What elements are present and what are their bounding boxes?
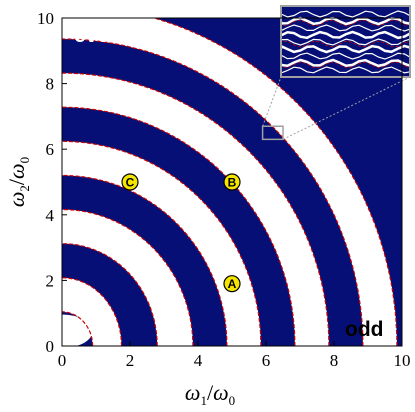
marker-a: A — [223, 275, 241, 293]
y-tick-label: 4 — [46, 206, 55, 225]
markers: A B C — [121, 173, 241, 293]
boundary-curve-5 — [62, 140, 262, 346]
x-tick-label: 4 — [194, 351, 203, 370]
plot-frame — [61, 17, 403, 347]
boundary-curve-8 — [62, 38, 364, 346]
svg-text:C: C — [126, 176, 135, 190]
y-tick-label: 10 — [37, 9, 54, 28]
boundary-curve-0 — [62, 311, 94, 346]
x-tick-label: 8 — [330, 351, 339, 370]
x-axis-label: ω1/ω0 — [185, 380, 235, 408]
x-tick-label: 2 — [126, 351, 135, 370]
boundary-curve-3 — [62, 209, 194, 346]
svg-text:B: B — [228, 176, 237, 190]
svg-text:A: A — [228, 277, 237, 291]
y-tick-label: 2 — [46, 271, 55, 290]
parity-boundaries — [62, 18, 398, 346]
boundary-curve-1 — [62, 277, 123, 346]
x-tick-label: 0 — [58, 351, 67, 370]
zoom-guides — [261, 76, 411, 141]
x-tick-label: 6 — [262, 351, 271, 370]
x-tick-label: 10 — [394, 351, 411, 370]
marker-b: B — [223, 173, 241, 191]
boundary-curve-2 — [62, 243, 158, 346]
x-axis-ticks: 0 2 4 6 8 10 — [58, 341, 411, 370]
y-axis-label: ω2/ω0 — [4, 157, 32, 207]
y-axis-ticks: 0 2 4 6 8 10 — [37, 9, 67, 356]
region-label-even: even — [74, 24, 122, 47]
zoom-inset — [280, 5, 411, 78]
y-tick-label: 0 — [46, 337, 55, 356]
y-tick-label: 8 — [46, 75, 55, 94]
marker-c: C — [121, 173, 139, 191]
boundary-curve-4 — [62, 174, 228, 346]
boundary-curve-9 — [151, 18, 398, 346]
boundary-curve-7 — [62, 72, 330, 346]
y-tick-label: 6 — [46, 140, 55, 159]
origin-lobe — [62, 314, 93, 346]
region-label-odd: odd — [345, 318, 383, 341]
